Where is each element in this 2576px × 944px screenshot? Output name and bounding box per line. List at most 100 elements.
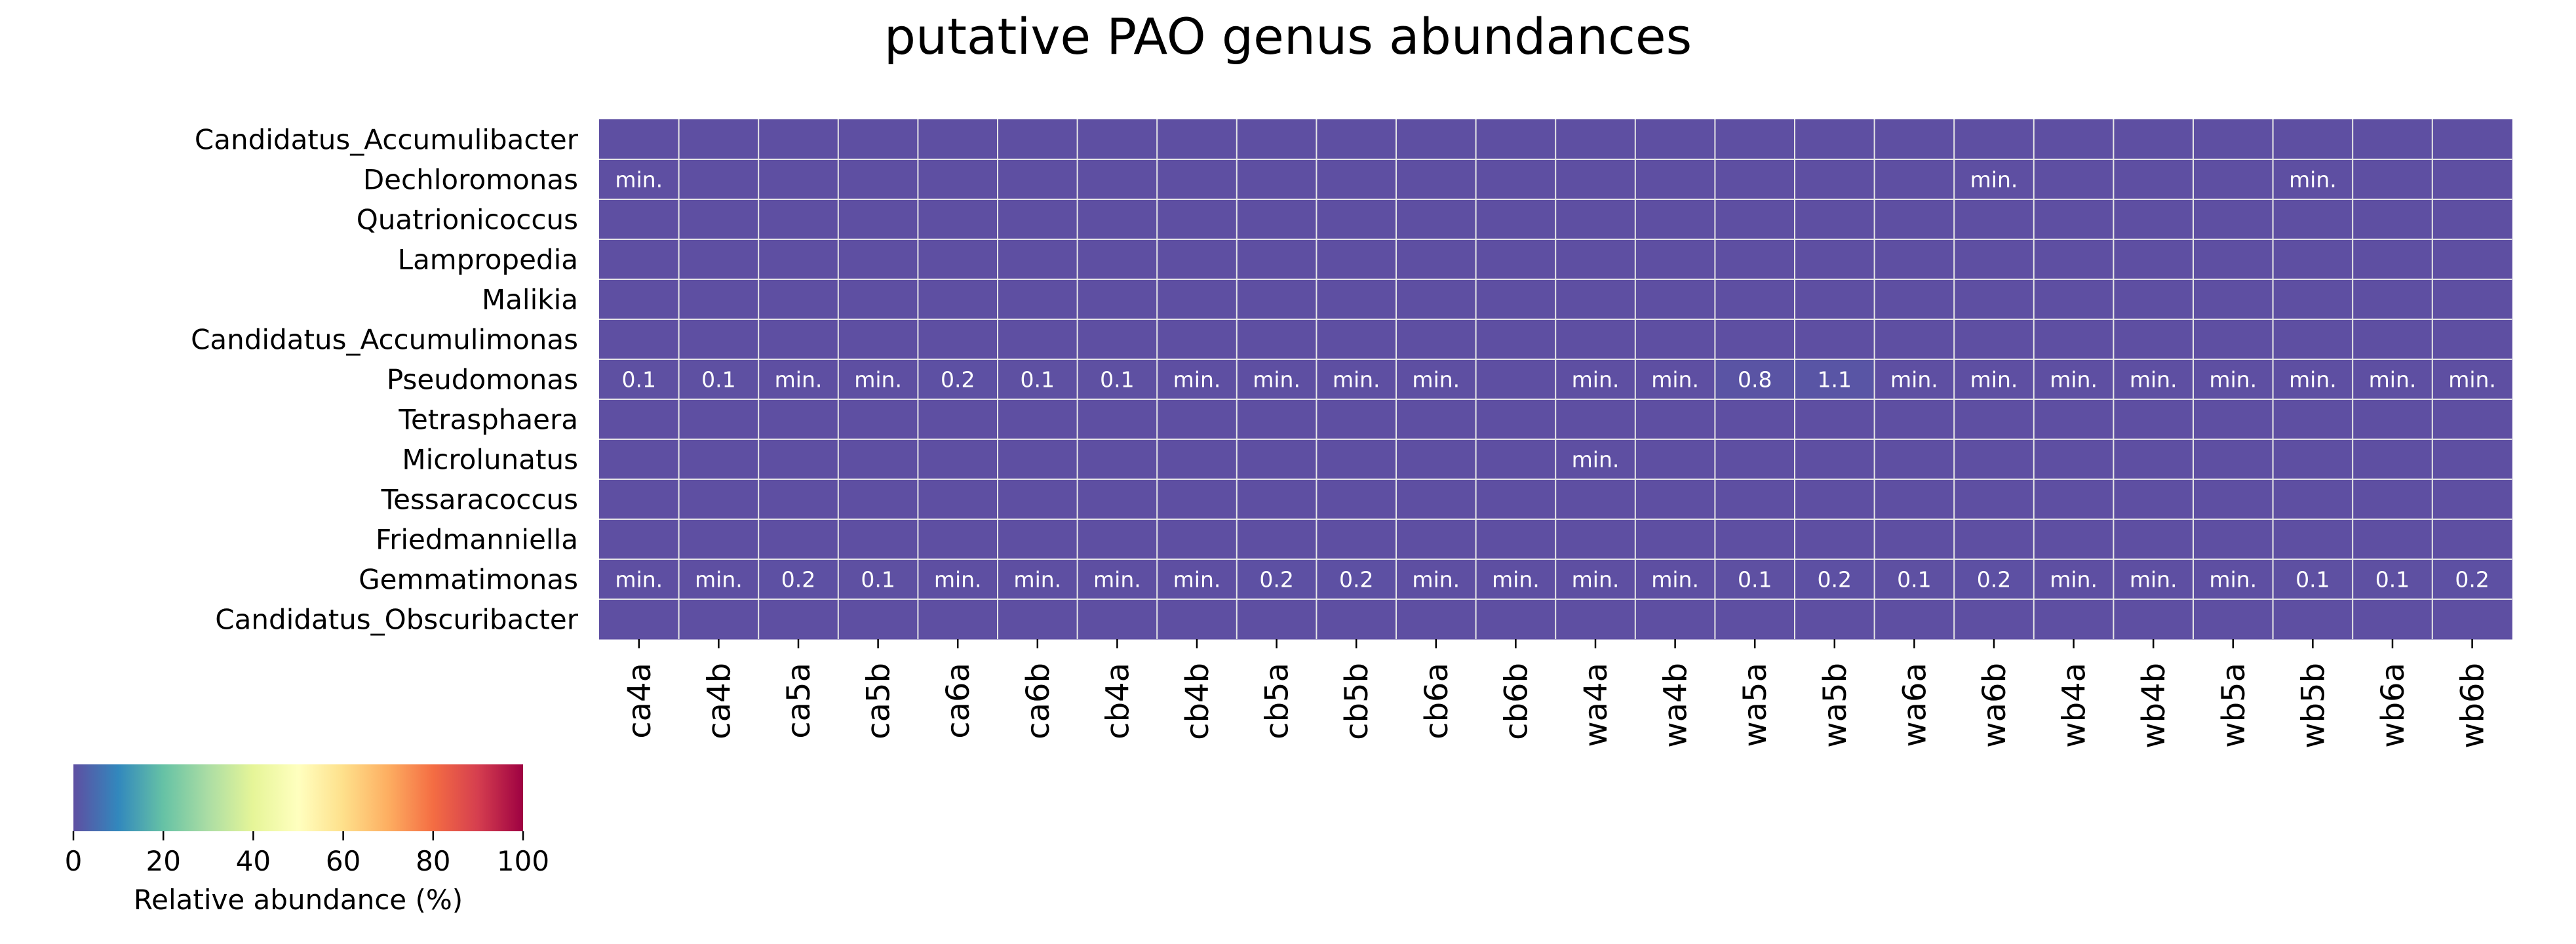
row-label: Gemmatimonas xyxy=(359,564,578,596)
cell-value-label: 0.2 xyxy=(1818,567,1852,593)
heatmap-cell xyxy=(678,319,759,360)
heatmap-cell xyxy=(1077,239,1158,280)
row-label: Microlunatus xyxy=(402,444,578,476)
heatmap-cell xyxy=(1555,119,1636,160)
heatmap-cell xyxy=(1475,439,1556,480)
heatmap-cell xyxy=(2033,519,2114,560)
cell-value-label: min. xyxy=(2130,367,2177,393)
heatmap-cell xyxy=(758,439,839,480)
heatmap-cell xyxy=(1077,159,1158,200)
heatmap-cell xyxy=(1954,319,2035,360)
heatmap-cell xyxy=(2113,359,2194,400)
heatmap-cell xyxy=(1396,559,1477,600)
cell-value-label: min. xyxy=(2050,567,2098,593)
column-label: cb4a xyxy=(1099,663,1136,739)
cell-value-label: 0.2 xyxy=(1259,567,1293,593)
heatmap-cell xyxy=(1157,199,1238,240)
heatmap-cell xyxy=(2033,319,2114,360)
row-label: Quatrionicoccus xyxy=(357,204,578,236)
heatmap-cell xyxy=(1077,439,1158,480)
heatmap-cell xyxy=(1236,399,1317,440)
heatmap-cell xyxy=(678,479,759,520)
heatmap-cell xyxy=(1795,519,1875,560)
heatmap-cell xyxy=(1954,279,2035,320)
heatmap-cell xyxy=(1874,159,1955,200)
heatmap-cell xyxy=(1954,359,2035,400)
cell-value-label: min. xyxy=(1173,567,1221,593)
heatmap-cell xyxy=(2352,559,2433,600)
row-label: Tetrasphaera xyxy=(398,404,578,436)
heatmap-cell xyxy=(2193,159,2274,200)
heatmap-cell xyxy=(918,559,998,600)
heatmap-cell xyxy=(2113,559,2194,600)
column-label: wa5a xyxy=(1737,663,1774,747)
heatmap-cell xyxy=(1396,159,1477,200)
heatmap-cell xyxy=(1635,239,1715,280)
cell-value-label: 1.1 xyxy=(1818,367,1852,393)
heatmap-cell xyxy=(2432,399,2512,440)
heatmap-cell xyxy=(758,279,839,320)
heatmap-cell xyxy=(2113,599,2194,640)
heatmap-cell xyxy=(758,319,839,360)
cell-value-label: min. xyxy=(615,567,663,593)
heatmap-cell xyxy=(1475,159,1556,200)
heatmap-cell xyxy=(1077,599,1158,640)
heatmap-grid-lines xyxy=(599,119,2512,639)
heatmap-cell xyxy=(1954,519,2035,560)
heatmap-cell xyxy=(1396,239,1477,280)
heatmap-cell xyxy=(2352,479,2433,520)
cell-value-label: min. xyxy=(1093,567,1141,593)
cell-value-label: min. xyxy=(1572,447,1620,473)
heatmap-cell xyxy=(758,479,839,520)
heatmap-cell xyxy=(2273,519,2353,560)
heatmap-cell xyxy=(1715,559,1795,600)
heatmap-cell xyxy=(599,279,680,320)
heatmap-cell xyxy=(2352,319,2433,360)
heatmap-cell xyxy=(678,399,759,440)
heatmap-cell xyxy=(1396,399,1477,440)
column-label: wa6b xyxy=(1976,663,2013,748)
column-label: ca5b xyxy=(861,663,897,739)
heatmap-cell xyxy=(2352,599,2433,640)
column-label: cb5a xyxy=(1259,663,1296,739)
cell-value-label: 0.2 xyxy=(781,567,815,593)
heatmap-cell xyxy=(1396,119,1477,160)
heatmap-cell xyxy=(1874,519,1955,560)
heatmap-cell xyxy=(2432,479,2512,520)
column-label: ca4a xyxy=(621,663,658,739)
cell-value-label: 0.2 xyxy=(1977,567,2011,593)
colorbar-tick-label: 0 xyxy=(65,845,83,877)
heatmap-cell xyxy=(2273,239,2353,280)
heatmap-cell xyxy=(758,239,839,280)
heatmap-cell xyxy=(1077,479,1158,520)
heatmap-cell xyxy=(1475,239,1556,280)
column-label: wa4a xyxy=(1578,663,1614,747)
heatmap-cell xyxy=(2113,319,2194,360)
heatmap-cell xyxy=(1795,119,1875,160)
cell-value-label: min. xyxy=(2209,567,2257,593)
row-label: Tessaracoccus xyxy=(381,484,578,516)
heatmap-cell xyxy=(678,519,759,560)
heatmap-cell xyxy=(1236,439,1317,480)
row-labels: Candidatus_Accumulibacter Dechloromonas Qu… xyxy=(191,124,579,636)
heatmap-cell xyxy=(838,239,918,280)
heatmap-cell xyxy=(2352,399,2433,440)
cell-value-label: 0.1 xyxy=(622,367,656,393)
heatmap-cell xyxy=(2273,399,2353,440)
heatmap-cell xyxy=(1157,479,1238,520)
heatmap-cell xyxy=(1157,359,1238,400)
heatmap-cell xyxy=(678,439,759,480)
heatmap-cell xyxy=(1555,439,1636,480)
heatmap-cell xyxy=(918,319,998,360)
cell-value-label: 0.2 xyxy=(2455,567,2489,593)
heatmap-cell xyxy=(1316,119,1397,160)
heatmap-cell xyxy=(918,599,998,640)
heatmap-cell xyxy=(2432,279,2512,320)
heatmap-cell xyxy=(1316,319,1397,360)
heatmap-cell xyxy=(758,359,839,400)
cell-value-label: min. xyxy=(1970,167,2018,193)
heatmap-cell xyxy=(678,119,759,160)
heatmap-cell xyxy=(2432,599,2512,640)
heatmap-cell xyxy=(1236,359,1317,400)
column-label: cb5b xyxy=(1338,663,1375,740)
